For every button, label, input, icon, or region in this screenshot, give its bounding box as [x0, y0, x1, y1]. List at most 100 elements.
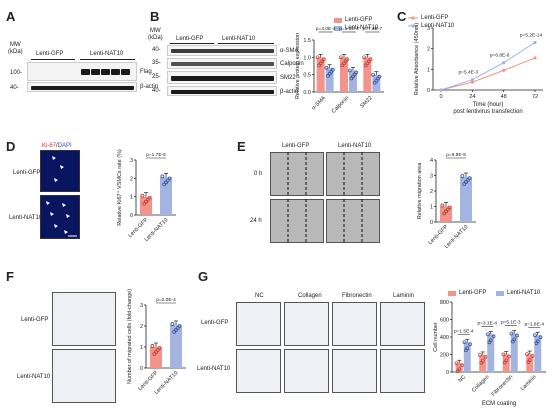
b-1-0-dot-4	[343, 59, 348, 64]
c-point-0-3	[533, 56, 537, 60]
f-1-dot-6	[174, 328, 178, 332]
b-bar-2-0	[363, 57, 372, 92]
c-point-1-3	[533, 40, 537, 45]
g-2-0-dot-3	[503, 360, 507, 365]
c-xtick-label-0: 0	[439, 94, 442, 100]
panel-label-e: E	[237, 139, 246, 154]
b-sma-label: α-SMA	[280, 48, 299, 54]
c-pvalue-0: p=5.4E-3	[459, 70, 479, 76]
g-xtick-2: Fibronectin	[491, 374, 514, 397]
c-point-0-1	[470, 80, 474, 84]
f-ytick-label-3: 3	[140, 303, 143, 309]
g-1-1-dot-3	[487, 340, 492, 345]
a-gfp-bracket	[31, 59, 75, 60]
e-0-dot-2	[447, 205, 452, 210]
e-0-dot-4	[445, 207, 450, 212]
g-3-0-dot-3	[526, 360, 531, 364]
g-col-nc: NC	[255, 293, 264, 299]
f-0-dot-5	[150, 344, 155, 348]
g-2-0-dot-2	[507, 354, 511, 359]
e-1-dot-4	[465, 178, 470, 182]
c-point-1-0	[439, 88, 443, 92]
d-pvalue: p=1.7E-5	[146, 152, 166, 158]
g-3-pvalue: p=1.8E-4	[524, 321, 544, 327]
e-pvalue: p=9.8E-9	[446, 152, 466, 158]
g-bar-2-1	[510, 333, 518, 372]
f-1-dot-5	[170, 322, 175, 326]
b-legend-nat10-swatch	[334, 26, 342, 31]
g-1-0-dot-0	[478, 353, 482, 357]
g-xtick-0: NC	[457, 374, 467, 384]
f-0-dot-4	[155, 348, 160, 352]
b-ytick-label-0: 0.0	[303, 90, 311, 96]
d-arrowheads	[46, 156, 77, 237]
g-3-0-dot-2	[530, 354, 535, 358]
e-ylabel: Relative migration area	[417, 162, 423, 219]
g-xlabel: ECM coating	[482, 401, 516, 407]
g-row-gfp: Lenti-GFP	[201, 320, 229, 326]
g-image-collagen-gfp	[284, 302, 329, 346]
d-0-dot-5	[140, 193, 145, 198]
b-0-0-dot-4	[320, 59, 325, 64]
b-ytick-label-3: 1.5	[303, 38, 311, 44]
f-0-dot-2	[157, 346, 162, 350]
g-bar-0-1	[463, 342, 471, 372]
e-0-dot-6	[444, 209, 448, 214]
b-mw40b: 40-	[152, 88, 161, 94]
g-row-nat10: Lenti-NAT10	[197, 366, 231, 372]
g-0-1-dot-0	[462, 340, 467, 345]
f-image-nat10	[52, 349, 116, 403]
a-mw-label: MW	[10, 42, 21, 48]
g-xtick-1: Collagen	[471, 374, 491, 394]
d-0-dot-6	[144, 199, 148, 204]
b-xtick-2: SM22	[359, 95, 373, 109]
b-bar-1-0	[340, 57, 348, 92]
a-kda-label: (kDa)	[8, 49, 23, 55]
g-ytick-label-1: 200	[440, 353, 449, 359]
b-xtick-0: α-SMA	[311, 95, 327, 111]
b-legend-nat10: Lenti-NAT10	[345, 25, 379, 31]
g-image-collagen-nat10	[284, 349, 329, 393]
g-col-collagen: Collagen	[298, 293, 322, 299]
d-bar-1	[160, 177, 172, 215]
g-col-fibronectin: Fibronectin	[342, 293, 372, 299]
d-ytick-label-3: 3	[130, 158, 133, 164]
g-ytick-label-3: 600	[440, 318, 449, 324]
b-0-0-dot-0	[315, 55, 320, 60]
c-ytick-label-1: 1	[427, 67, 430, 73]
c-line-0	[440, 57, 536, 91]
a-lane-gfp: Lenti-GFP	[36, 51, 64, 57]
d-ylabel: Relative Ki67⁺ VSMCs rate (%)	[116, 149, 123, 226]
b-2-1-dot-0	[371, 72, 375, 77]
g-image-fibronectin-gfp	[332, 302, 377, 346]
b-bar-1-1	[349, 70, 357, 92]
b-2-pvalue: p=7.3E-7	[363, 26, 383, 32]
d-bar-0	[140, 196, 152, 215]
b-calponin-label: Calponin	[280, 61, 304, 67]
a-flag-blot	[27, 62, 137, 81]
g-1-0-dot-3	[479, 361, 484, 365]
panel-label-g: G	[198, 269, 209, 284]
g-image-laminin-nat10	[380, 349, 425, 393]
b-legend-gfp: Lenti-GFP	[345, 17, 373, 23]
b-actin-blot	[167, 86, 277, 96]
b-bar-0-0	[316, 57, 325, 92]
b-1-1-dot-3	[349, 76, 354, 81]
e-1-dot-5	[460, 174, 465, 178]
d-stain-label: Ki-67/DAPI	[42, 143, 72, 149]
g-0-1-dot-2	[468, 342, 472, 347]
g-2-1-dot-2	[515, 333, 519, 338]
d-ytick-label-0: 0	[130, 213, 133, 219]
e-col-gfp: Lenti-GFP	[282, 143, 310, 149]
g-1-1-dot-2	[491, 334, 496, 339]
panel-label-f: F	[6, 269, 14, 284]
c-pvalue-2: p=5.2E-14	[520, 32, 543, 38]
b-0-1-dot-4	[329, 69, 334, 74]
b-1-0-dot-0	[338, 55, 343, 60]
c-line-1	[440, 42, 536, 91]
b-0-1-dot-0	[324, 65, 329, 70]
g-ytick-label-4: 800	[440, 300, 449, 306]
f-ytick-label-2: 2	[140, 324, 143, 330]
f-ytick-label-1: 1	[140, 345, 143, 351]
